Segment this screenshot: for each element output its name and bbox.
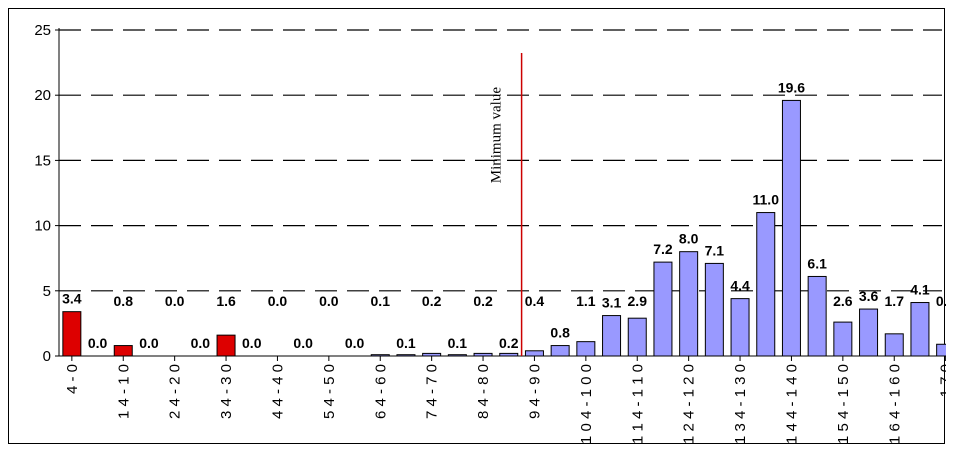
bar-21 — [602, 315, 622, 357]
bar-27 — [756, 212, 776, 357]
tick-layer: 0 5 10 15 20 25 4 - 0 1 4 - 1 0 2 4 - 2 0 3 4 - 3… — [34, 22, 946, 444]
data-label-26: 4.4 — [730, 278, 750, 294]
bar-0 — [62, 311, 82, 357]
data-label-5: 0.0 — [191, 335, 211, 351]
bar-13 — [396, 354, 416, 357]
x-tick-label-24: 1 2 4 - 1 2 0 — [681, 364, 698, 444]
bar-chart: 3.40.00.80.00.00.01.60.00.00.00.00.00.10… — [34, 22, 946, 444]
x-tick-label-14: 7 4 - 7 0 — [424, 364, 441, 419]
data-label-0: 3.4 — [62, 291, 82, 307]
data-label-7: 0.0 — [242, 335, 262, 351]
data-label-27: 11.0 — [753, 192, 780, 208]
data-label-6: 1.6 — [216, 293, 236, 309]
data-label-25: 7.1 — [705, 242, 725, 258]
data-label-12: 0.1 — [371, 293, 391, 309]
data-label-10: 0.0 — [319, 293, 339, 309]
x-tick-label-4: 2 4 - 2 0 — [167, 364, 184, 419]
bar-29 — [807, 275, 827, 357]
bar-22 — [627, 317, 647, 357]
x-tick-label-22: 1 1 4 - 1 1 0 — [629, 364, 646, 444]
bar-18 — [524, 350, 544, 357]
data-label-8: 0.0 — [268, 293, 288, 309]
data-label-29: 6.1 — [807, 255, 827, 271]
bar-layer — [62, 99, 946, 357]
x-tick-label-28: 1 4 4 - 1 4 0 — [783, 364, 800, 444]
data-label-3: 0.0 — [139, 335, 159, 351]
y-tick-label-10: 10 — [34, 218, 51, 235]
y-tick-label-25: 25 — [34, 22, 51, 39]
x-tick-label-12: 6 4 - 6 0 — [372, 364, 389, 419]
bar-2 — [113, 345, 133, 357]
bar-16 — [473, 352, 493, 357]
data-label-33: 4.1 — [910, 282, 930, 298]
x-tick-label-2: 1 4 - 1 0 — [115, 364, 132, 419]
bar-26 — [730, 298, 750, 357]
bar-33 — [910, 302, 930, 357]
x-tick-label-16: 8 4 - 8 0 — [475, 364, 492, 419]
x-tick-label-10: 5 4 - 5 0 — [321, 364, 338, 419]
label-layer: 3.4 0.0 0.8 0.0 0.0 0.0 1.6 0.0 0.0 0.0 0.0 0.0 0.1 0… — [62, 79, 946, 351]
bar-20 — [576, 341, 596, 357]
bar-17 — [499, 352, 519, 357]
data-label-11: 0.0 — [345, 335, 365, 351]
annotation-0: Minimum value — [489, 87, 505, 184]
data-label-16: 0.2 — [473, 293, 493, 309]
data-label-2: 0.8 — [114, 293, 134, 309]
grid-layer — [59, 29, 942, 292]
y-tick-label-5: 5 — [43, 283, 51, 300]
x-tick-label-32: 1 6 4 - 1 6 0 — [886, 364, 903, 444]
y-tick-label-20: 20 — [34, 87, 51, 104]
bar-19 — [550, 345, 570, 357]
data-label-31: 3.6 — [859, 288, 879, 304]
bar-34 — [936, 343, 946, 357]
y-tick-label-15: 15 — [34, 152, 51, 169]
y-tick-label-0: 0 — [43, 348, 51, 365]
data-label-19: 0.8 — [550, 325, 570, 341]
data-label-4: 0.0 — [165, 293, 185, 309]
chart-frame: 3.4 0.0 0.8 0.0 0.0 0.0 1.6 0.0 0.0 0.0 0.0 0.0 0.1 0… — [8, 8, 946, 444]
data-label-24: 8.0 — [679, 231, 699, 247]
x-tick-label-18: 9 4 - 9 0 — [526, 364, 543, 419]
data-label-9: 0.0 — [293, 335, 313, 351]
x-tick-label-6: 3 4 - 3 0 — [218, 364, 235, 419]
x-tick-label-26: 1 3 4 - 1 3 0 — [732, 364, 749, 444]
x-tick-label-0: 4 - 0 — [64, 364, 81, 394]
data-label-15: 0.1 — [448, 335, 468, 351]
bar-15 — [447, 354, 467, 357]
data-label-30: 2.6 — [833, 293, 853, 309]
bar-12 — [370, 354, 390, 357]
data-label-13: 0.1 — [396, 335, 416, 351]
bar-28 — [781, 99, 801, 357]
bar-23 — [653, 261, 673, 357]
x-tick-label-20: 1 0 4 - 1 0 0 — [578, 364, 595, 444]
data-label-34: 0.9 — [936, 293, 946, 309]
data-label-23: 7.2 — [653, 241, 673, 257]
data-label-18: 0.4 — [525, 293, 545, 309]
x-tick-label-34: 1 7 0 — [938, 364, 946, 397]
data-label-28: 19.6 — [778, 79, 805, 95]
data-label-21: 3.1 — [602, 295, 622, 311]
bar-6 — [216, 334, 236, 357]
data-label-17: 0.2 — [499, 335, 519, 351]
bar-31 — [859, 308, 879, 357]
x-tick-label-30: 1 5 4 - 1 5 0 — [835, 364, 852, 444]
data-label-1: 0.0 — [88, 335, 108, 351]
data-label-20: 1.1 — [576, 293, 596, 309]
bar-30 — [833, 321, 853, 357]
bar-32 — [884, 333, 904, 357]
bar-25 — [704, 262, 724, 357]
data-label-22: 2.9 — [628, 293, 648, 309]
data-label-32: 1.7 — [885, 293, 905, 309]
bar-24 — [679, 251, 699, 357]
data-label-14: 0.2 — [422, 293, 442, 309]
marker-layer — [520, 53, 523, 356]
bar-14 — [422, 352, 442, 357]
x-tick-label-8: 4 4 - 4 0 — [269, 364, 286, 419]
